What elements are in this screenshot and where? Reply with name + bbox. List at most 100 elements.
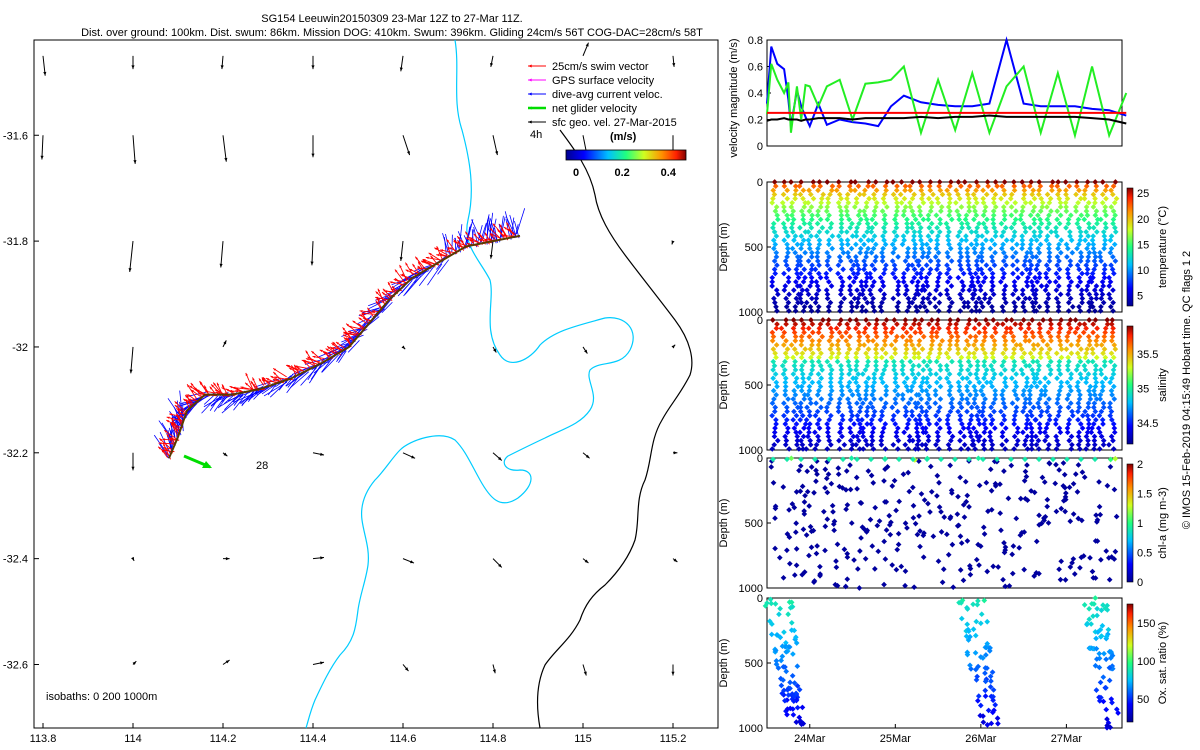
profile-point [945, 266, 952, 273]
profile-point [937, 396, 944, 402]
profile-point [864, 412, 870, 419]
profile-point [845, 254, 852, 260]
profile-point [1043, 237, 1050, 244]
profile-point [990, 375, 997, 382]
profile-point [935, 249, 942, 256]
dac-vector [338, 350, 347, 364]
profile-point [911, 274, 918, 281]
profile-point [981, 337, 987, 344]
profile-point [855, 383, 862, 390]
profile-point [856, 333, 863, 340]
profile-point [1101, 208, 1108, 214]
profile-point [826, 241, 832, 248]
swim-vector-head [232, 386, 236, 389]
legend-label: 25cm/s swim vector [552, 61, 649, 73]
profile-point [1023, 266, 1030, 273]
profile-point [962, 216, 969, 223]
profile-point [926, 421, 933, 427]
profile-point [806, 333, 813, 340]
profile-point [882, 446, 889, 452]
profile-point [771, 408, 778, 415]
swim-vector-head [158, 442, 162, 445]
profile-point [846, 183, 853, 189]
sfc-vector-head [311, 153, 315, 158]
profile-point [1031, 220, 1038, 227]
profile-point [925, 433, 932, 440]
profile-point [865, 183, 871, 189]
swim-vector-head [161, 449, 165, 452]
profile-point [905, 262, 912, 269]
profile-point [911, 350, 918, 357]
profile-point [839, 283, 846, 289]
profile-point [1046, 258, 1053, 264]
profile-point [977, 287, 984, 293]
profile-point [918, 245, 925, 252]
swim-vector-head [191, 389, 195, 393]
profile-point [860, 446, 867, 452]
profile-point [1068, 279, 1075, 285]
profile-point [911, 254, 918, 260]
profile-point [843, 329, 849, 336]
profile-point [991, 262, 998, 269]
swim-vector-head [394, 269, 398, 273]
profile-point [948, 437, 954, 444]
profile-point [853, 441, 859, 448]
profile-point [1110, 216, 1117, 223]
profile-point [838, 362, 844, 369]
sfc-vector-head [225, 557, 230, 561]
profile-point [870, 412, 877, 419]
profile-point [945, 441, 952, 448]
profile-point [988, 404, 994, 411]
profile-point [904, 425, 910, 431]
profile-point [848, 187, 854, 194]
profile-point [826, 417, 833, 423]
profile-point [892, 266, 898, 273]
profile-point [864, 354, 871, 361]
swim-vector-head [384, 290, 388, 293]
profile-point [824, 429, 831, 436]
profile-point [1001, 208, 1007, 214]
profile-point [1044, 216, 1051, 223]
profile-point [918, 195, 925, 202]
profile-point [1027, 212, 1034, 219]
profile-point [770, 387, 777, 394]
profile-point [1048, 208, 1054, 214]
swim-vector-head [425, 256, 429, 260]
profile-point [783, 262, 790, 269]
profile-point [964, 245, 971, 252]
profile-point [976, 421, 983, 427]
profile-point [971, 354, 978, 361]
profile-point [882, 183, 889, 189]
profile-point [904, 287, 910, 293]
profile-point [772, 425, 778, 431]
profile-point [933, 212, 940, 219]
profile-point [1073, 208, 1079, 214]
profile-point [848, 258, 854, 264]
profile-point [907, 199, 913, 206]
legend-label: GPS surface velocity [552, 75, 655, 87]
swim-vector-head [174, 405, 178, 408]
profile-point [1092, 199, 1098, 206]
profile-point [936, 417, 943, 423]
profile-point [807, 303, 814, 310]
dac-vector [505, 219, 510, 236]
profile-point [956, 400, 963, 407]
profile-point [957, 412, 964, 419]
profile-point [797, 408, 804, 415]
profile-point [871, 379, 878, 386]
profile-point [797, 291, 804, 298]
sfc-vector-head [310, 261, 314, 266]
profile-point [812, 266, 819, 273]
swim-vector-head [205, 390, 209, 393]
profile-point [923, 412, 929, 419]
profile-point [957, 249, 964, 256]
profile-point [883, 383, 890, 390]
profile-point [911, 354, 918, 361]
profile-point [792, 358, 798, 365]
profile-point [883, 387, 890, 394]
profile-point [877, 417, 884, 423]
profile-point [1073, 183, 1080, 189]
profile-point [869, 237, 876, 244]
profile-point [1063, 208, 1070, 214]
sfc-vector [222, 135, 227, 162]
